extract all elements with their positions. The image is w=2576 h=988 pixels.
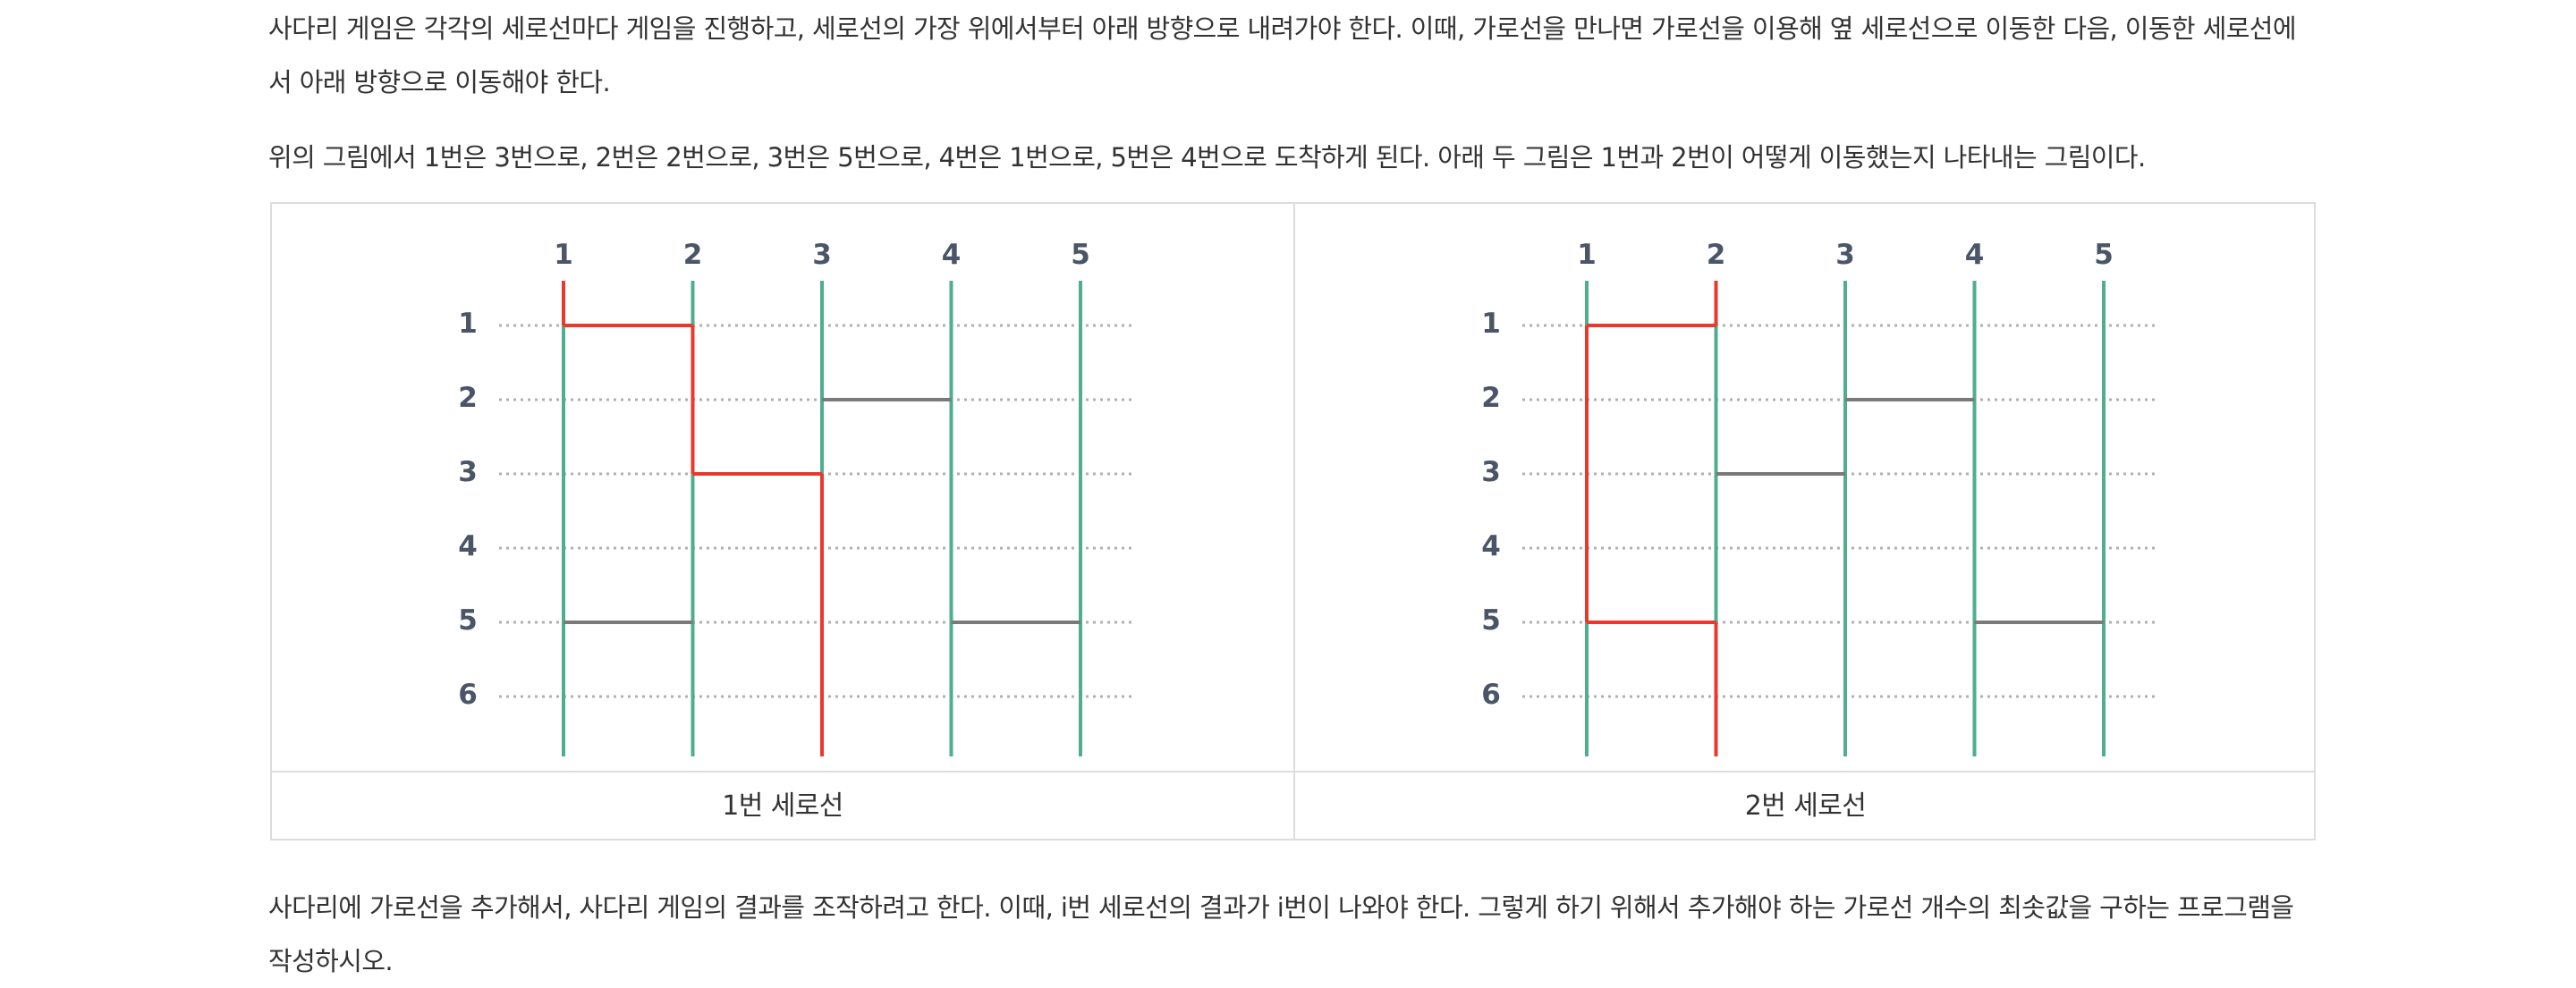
row-label: 5 [458, 604, 478, 637]
figure-caption-2: 2번 세로선 [1744, 790, 1867, 822]
column-label: 4 [942, 239, 962, 271]
ladder-diagram-1: 1 2 3 4 5 1 2 3 4 5 6 [458, 239, 1136, 756]
example-paragraph: 위의 그림에서 1번은 3번으로, 2번은 2번으로, 3번은 5번으로, 4번… [268, 142, 2146, 173]
column-label: 2 [1707, 239, 1726, 271]
row-label: 6 [1481, 679, 1501, 711]
row-label: 6 [458, 679, 478, 711]
problem-paragraph: 사다리에 가로선을 추가해서, 사다리 게임의 결과를 조작하려고 한다. 이때… [268, 892, 2294, 976]
row-label: 1 [1481, 308, 1501, 340]
row-label: 2 [1481, 382, 1501, 414]
column-label: 5 [2094, 239, 2114, 271]
column-label: 1 [554, 239, 573, 271]
intro-paragraph: 사다리 게임은 각각의 세로선마다 게임을 진행하고, 세로선의 가장 위에서부… [268, 13, 2297, 97]
row-label: 5 [1481, 604, 1501, 637]
figure-divider-horizontal [272, 771, 2314, 773]
column-label: 2 [683, 239, 703, 271]
column-label: 4 [1965, 239, 1985, 271]
figure-divider-vertical [1293, 204, 1295, 839]
row-label: 1 [458, 308, 478, 340]
column-label: 3 [1835, 239, 1855, 271]
column-label: 1 [1577, 239, 1597, 271]
row-label: 4 [1481, 530, 1501, 562]
row-label: 3 [1481, 456, 1501, 488]
row-label: 4 [458, 530, 478, 562]
figure-caption-1: 1번 세로선 [722, 790, 843, 822]
figure-table: 1 2 3 4 5 1 2 3 4 5 6 1 2 3 4 5 1 2 3 4 5 6 1번 세로선 2번 세로선 [270, 202, 2316, 840]
column-label: 3 [812, 239, 832, 271]
column-label: 5 [1071, 239, 1090, 271]
ladder-diagram-2: 1 2 3 4 5 1 2 3 4 5 6 [1481, 239, 2159, 756]
row-label: 3 [458, 456, 478, 488]
row-label: 2 [458, 382, 478, 414]
